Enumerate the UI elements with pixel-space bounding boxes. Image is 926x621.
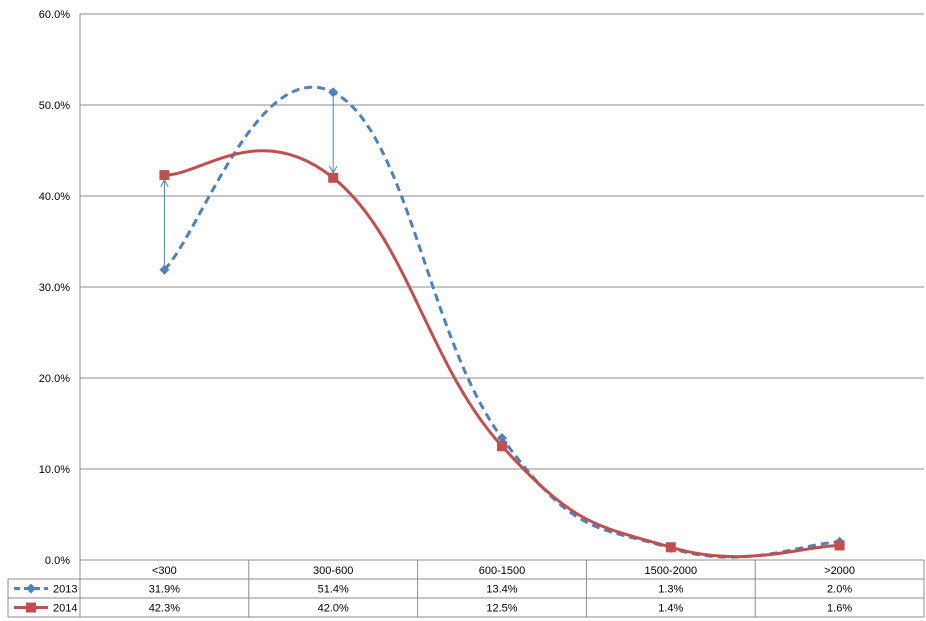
gridlines — [79, 13, 924, 560]
series-lines — [159, 85, 845, 559]
category-label: 600-1500 — [479, 565, 526, 577]
data-value-label: 13.4% — [486, 584, 517, 596]
y-tick-label: 50.0% — [39, 100, 70, 112]
y-axis-tick-labels: 0.0% 10.0% 20.0% 30.0% 40.0% 50.0% 60.0% — [39, 9, 70, 567]
y-tick-label: 0.0% — [45, 555, 70, 567]
category-label: >2000 — [824, 565, 855, 577]
data-value-label: 1.6% — [827, 603, 852, 615]
category-label: 1500-2000 — [644, 565, 697, 577]
data-value-label: 31.9% — [149, 584, 180, 596]
y-tick-label: 30.0% — [39, 282, 70, 294]
data-point-square — [497, 441, 507, 452]
y-tick-label: 40.0% — [39, 191, 70, 203]
data-point-diamond — [328, 87, 339, 98]
data-point-diamond — [497, 433, 507, 444]
y-tick-label: 10.0% — [39, 464, 70, 476]
data-value-label: 1.4% — [658, 603, 683, 615]
legend-label: 2013 — [53, 584, 77, 596]
change-arrows — [164, 96, 333, 266]
data-value-label: 51.4% — [318, 584, 349, 596]
data-value-label: 42.0% — [318, 603, 349, 615]
category-label: <300 — [152, 565, 177, 577]
series-line-2013 — [163, 85, 840, 559]
data-point-square — [328, 172, 339, 183]
data-point-square — [159, 170, 170, 181]
data-point-square — [26, 602, 36, 613]
y-tick-label: 20.0% — [39, 373, 70, 385]
data-value-label: 1.3% — [658, 584, 683, 596]
data-point-diamond — [159, 264, 170, 275]
series-line-2014 — [164, 149, 840, 559]
data-table: <300 300-600 600-1500 1500-2000 >2000 2013 31.… — [7, 559, 925, 618]
data-point-square — [834, 540, 845, 551]
data-value-label: 42.3% — [149, 603, 180, 615]
data-point-diamond — [26, 583, 36, 594]
data-value-label: 12.5% — [486, 603, 517, 615]
data-value-label: 2.0% — [827, 584, 852, 596]
legend-label: 2014 — [53, 603, 77, 615]
category-label: 300-600 — [313, 565, 353, 577]
y-tick-label: 60.0% — [39, 9, 70, 21]
data-point-square — [665, 542, 676, 553]
